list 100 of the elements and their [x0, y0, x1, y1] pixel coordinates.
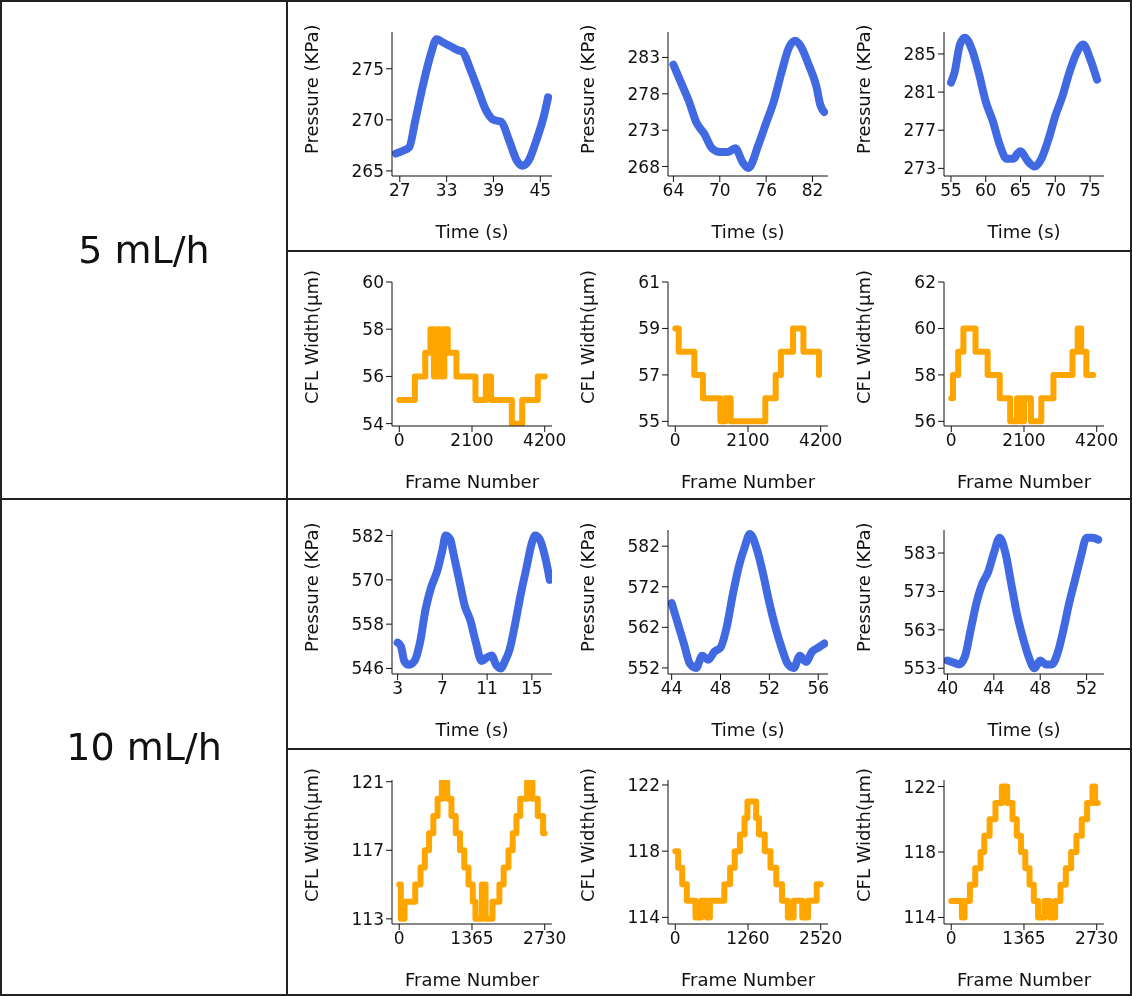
x-tick-label: 4200: [523, 430, 567, 451]
y-tick-label: 283: [627, 47, 660, 68]
x-tick-label: 45: [529, 180, 552, 201]
y-tick-label: 59: [638, 318, 660, 339]
x-tick-label: 15: [521, 678, 543, 699]
x-tick-label: 0: [945, 928, 957, 949]
y-tick-label: 58: [914, 364, 936, 385]
x-tick-label: 2100: [726, 430, 770, 451]
y-tick-label: 552: [627, 657, 660, 678]
x-axis-title: Time (s): [710, 221, 785, 242]
x-tick-label: 56: [807, 678, 830, 699]
y-axis-title: CFL Width(µm): [577, 768, 599, 902]
y-axis-title: CFL Width(µm): [853, 270, 875, 404]
y-tick-label: 570: [351, 569, 384, 590]
x-tick-label: 33: [435, 180, 458, 201]
x-tick-label: 48: [709, 678, 732, 699]
y-tick-label: 285: [903, 43, 936, 64]
y-tick-label: 546: [351, 658, 384, 679]
y-axis-title: CFL Width(µm): [301, 270, 323, 404]
y-tick-label: 56: [362, 366, 384, 387]
y-axis-title: CFL Width(µm): [577, 270, 599, 404]
x-tick-label: 70: [708, 180, 731, 201]
x-tick-label: 1365: [1002, 928, 1046, 949]
x-tick-label: 65: [1009, 180, 1032, 201]
x-tick-label: 0: [669, 430, 681, 451]
x-tick-label: 75: [1079, 180, 1101, 201]
y-tick-label: 122: [627, 775, 660, 795]
x-axis-title: Frame Number: [956, 969, 1092, 990]
y-tick-label: 583: [903, 543, 936, 564]
y-tick-label: 265: [351, 160, 384, 181]
y-tick-label: 563: [903, 619, 936, 640]
x-tick-label: 2730: [523, 928, 567, 949]
y-tick-label: 60: [362, 272, 384, 293]
x-tick-label: 0: [393, 928, 405, 949]
x-tick-label: 0: [945, 430, 957, 451]
y-axis-title: Pressure (KPa): [301, 522, 323, 652]
y-tick-label: 114: [903, 907, 936, 928]
y-axis-title: Pressure (KPa): [577, 24, 599, 154]
x-axis-title: Time (s): [986, 719, 1061, 740]
x-tick-label: 44: [983, 678, 1005, 699]
y-tick-label: 281: [903, 82, 936, 103]
y-tick-label: 61: [638, 272, 660, 293]
y-tick-label: 273: [903, 158, 936, 179]
x-axis-title: Frame Number: [680, 471, 816, 492]
x-tick-label: 0: [393, 430, 405, 451]
x-axis-title: Time (s): [434, 221, 509, 242]
x-tick-label: 2520: [799, 928, 843, 949]
x-axis-title: Frame Number: [680, 969, 816, 990]
text: 5 mL/h: [78, 228, 210, 272]
x-tick-label: 1260: [726, 928, 770, 949]
x-tick-label: 40: [936, 678, 959, 699]
x-tick-label: 52: [1075, 678, 1098, 699]
x-axis-title: Frame Number: [404, 471, 540, 492]
x-tick-label: 44: [660, 678, 683, 699]
x-axis-title: Time (s): [986, 221, 1061, 242]
y-tick-label: 62: [914, 272, 936, 293]
y-tick-label: 572: [627, 576, 660, 597]
y-tick-label: 278: [627, 83, 660, 104]
x-axis-title: Frame Number: [956, 471, 1092, 492]
x-tick-label: 64: [662, 180, 685, 201]
x-tick-label: 3: [392, 678, 404, 699]
y-tick-label: 562: [627, 617, 660, 638]
y-tick-label: 118: [903, 842, 936, 863]
y-tick-label: 558: [351, 614, 384, 635]
y-tick-label: 58: [362, 319, 384, 340]
x-tick-label: 27: [388, 180, 411, 201]
y-tick-label: 273: [627, 120, 660, 141]
y-tick-label: 54: [362, 413, 384, 434]
x-tick-label: 60: [974, 180, 997, 201]
x-tick-label: 55: [940, 180, 962, 201]
y-tick-label: 56: [914, 411, 936, 432]
y-axis-title: Pressure (KPa): [577, 522, 599, 652]
y-tick-label: 553: [903, 658, 936, 679]
x-tick-label: 52: [758, 678, 781, 699]
x-axis-title: Frame Number: [404, 969, 540, 990]
x-tick-label: 48: [1029, 678, 1052, 699]
y-tick-label: 114: [627, 907, 660, 928]
y-tick-label: 60: [914, 318, 936, 339]
y-axis-title: Pressure (KPa): [301, 24, 323, 154]
y-tick-label: 55: [638, 411, 660, 432]
x-tick-label: 7: [436, 678, 448, 699]
x-tick-label: 2100: [450, 430, 494, 451]
x-tick-label: 4200: [1075, 430, 1119, 451]
x-tick-label: 0: [669, 928, 681, 949]
x-tick-label: 82: [801, 180, 824, 201]
x-tick-label: 2730: [1075, 928, 1119, 949]
y-axis-title: CFL Width(µm): [301, 768, 323, 902]
y-tick-label: 121: [351, 771, 384, 792]
y-axis-title: Pressure (KPa): [853, 24, 875, 154]
y-tick-label: 582: [351, 525, 384, 546]
x-tick-label: 76: [755, 180, 777, 201]
x-tick-label: 11: [476, 678, 498, 699]
x-tick-label: 70: [1044, 180, 1067, 201]
y-tick-label: 573: [903, 581, 936, 602]
y-tick-label: 582: [627, 536, 660, 557]
y-tick-label: 117: [351, 840, 384, 861]
y-tick-label: 122: [903, 776, 936, 797]
x-tick-label: 4200: [799, 430, 843, 451]
y-tick-label: 57: [638, 364, 660, 385]
y-tick-label: 275: [351, 58, 384, 79]
